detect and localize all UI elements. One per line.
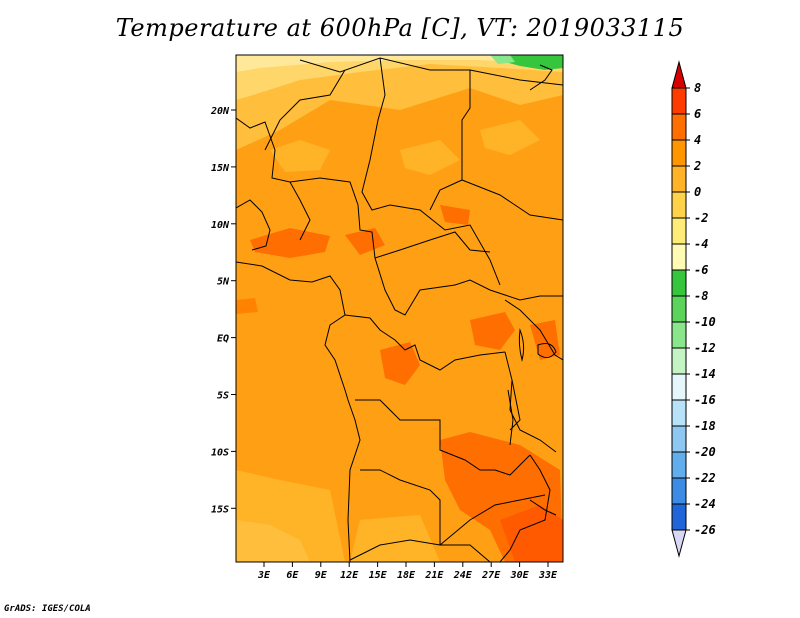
colorbar-label: 8 xyxy=(694,81,701,95)
colorbar-segment xyxy=(671,113,687,141)
lat-label: 5N xyxy=(217,277,230,288)
colorbar-label: 6 xyxy=(694,107,701,121)
colorbar-top-arrow xyxy=(671,60,687,89)
colorbar-segment xyxy=(671,87,687,115)
lat-label: 10N xyxy=(211,220,230,231)
field-lightgreen-patch xyxy=(490,55,515,64)
colorbar-label: -8 xyxy=(694,289,708,303)
field-dark-2 xyxy=(345,228,385,255)
lon-label: 21E xyxy=(424,570,444,581)
colorbar-label: -24 xyxy=(694,497,716,511)
grads-credit: GrADS: IGES/COLA xyxy=(4,604,91,614)
field-patch-3 xyxy=(480,120,540,155)
colorbar-segment xyxy=(671,243,687,271)
lat-label: 15N xyxy=(211,163,230,174)
colorbar-label: -16 xyxy=(694,393,716,407)
field-dark-4 xyxy=(236,298,258,314)
colorbar-label: 4 xyxy=(694,133,701,147)
colorbar-segment xyxy=(671,425,687,453)
colorbar-segment xyxy=(671,165,687,193)
lon-label: 30E xyxy=(510,570,530,581)
field-dark-3 xyxy=(440,205,470,225)
lon-label: 24E xyxy=(453,570,473,581)
field-dark-1 xyxy=(250,228,330,258)
field-patch-1 xyxy=(270,140,330,172)
colorbar-label: -22 xyxy=(694,471,716,485)
colorbar-label: -20 xyxy=(694,445,716,459)
map-frame xyxy=(235,54,564,563)
lon-label: 3E xyxy=(257,570,271,581)
colorbar-segment xyxy=(671,269,687,297)
field-darker-south xyxy=(500,505,563,562)
lon-label: 18E xyxy=(397,570,416,581)
colorbar-segment xyxy=(671,191,687,219)
colorbar-label: 0 xyxy=(694,185,701,199)
field-dark-5 xyxy=(470,312,515,350)
colorbar-segment xyxy=(671,477,687,505)
country-borders xyxy=(236,57,563,562)
colorbar-label: -26 xyxy=(694,523,716,537)
colorbar-segment xyxy=(671,399,687,427)
lat-label: 5S xyxy=(217,391,229,402)
field-green-patch xyxy=(500,55,563,70)
colorbar-label: -14 xyxy=(694,367,716,381)
map-title: Temperature at 600hPa [C], VT: 201903311… xyxy=(115,14,685,42)
field-pale-north xyxy=(236,55,560,72)
temperature-field xyxy=(236,55,563,562)
lon-label: 12E xyxy=(340,570,359,581)
lon-label: 6E xyxy=(286,570,299,581)
colorbar-segment xyxy=(671,373,687,401)
longitude-axis: 3E 6E 9E 12E 15E 18E 21E 24E 27E 30E 33E xyxy=(257,562,558,581)
colorbar-label: 2 xyxy=(693,159,701,173)
colorbar-label: -18 xyxy=(694,419,716,433)
map-axes: 20N 15N 10N 5N EQ 5S 10S 15S 3E 6E 9E 12E 15E 18E 21E… xyxy=(210,106,558,581)
colorbar-segment xyxy=(671,503,687,531)
latitude-axis: 20N 15N 10N 5N EQ 5S 10S 15S xyxy=(210,106,236,515)
lon-label: 15E xyxy=(369,570,388,581)
colorbar-label: -6 xyxy=(694,263,708,277)
field-dark-6 xyxy=(380,342,420,385)
colorbar: 8 6 4 2 0 -2 -4 -6 -8 -10 -12 -14 -16 -18 -20 -22 -24 -26 xyxy=(671,60,716,558)
colorbar-segment xyxy=(671,295,687,323)
lat-label: 20N xyxy=(210,106,230,117)
lat-label: EQ xyxy=(217,334,229,345)
colorbar-segment xyxy=(671,451,687,479)
lon-label: 27E xyxy=(481,570,501,581)
field-light-north xyxy=(236,55,563,100)
field-light-s xyxy=(350,515,440,562)
colorbar-segment xyxy=(671,347,687,375)
colorbar-segment xyxy=(671,217,687,245)
lat-label: 10S xyxy=(211,447,229,458)
colorbar-segment xyxy=(671,139,687,167)
field-lighter-sw xyxy=(236,520,310,562)
colorbar-label: -2 xyxy=(694,211,708,225)
colorbar-label: -10 xyxy=(694,315,716,329)
lon-label: 33E xyxy=(538,570,558,581)
colorbar-segment xyxy=(671,321,687,349)
colorbar-label: -4 xyxy=(694,237,708,251)
field-warm-light-north xyxy=(236,55,563,150)
field-patch-2 xyxy=(400,140,460,175)
lat-label: 15S xyxy=(211,504,229,515)
colorbar-label: -12 xyxy=(694,341,716,355)
lon-label: 9E xyxy=(315,570,328,581)
colorbar-bottom-arrow xyxy=(671,529,687,558)
